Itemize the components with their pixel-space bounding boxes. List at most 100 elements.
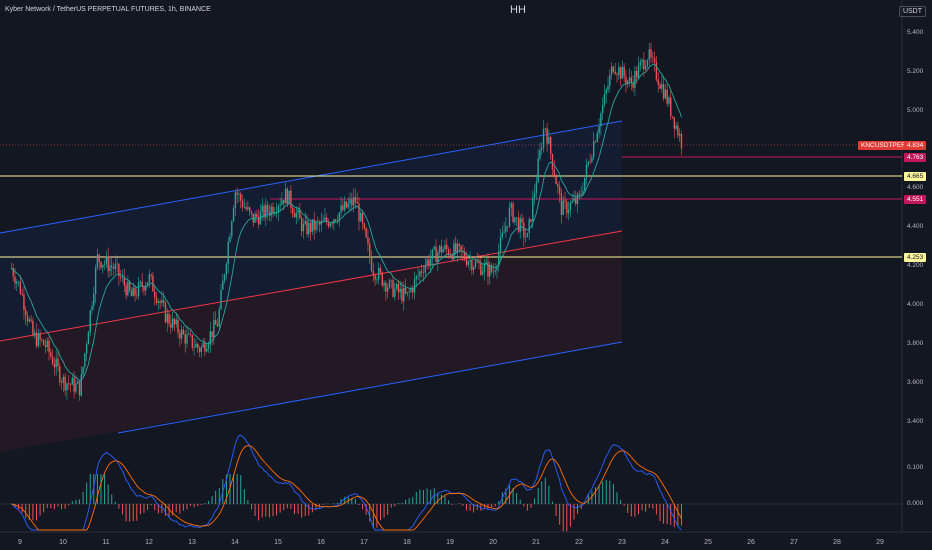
candle-body: [211, 331, 213, 338]
macd-histogram-bar: [14, 504, 16, 509]
candle-body: [145, 285, 147, 291]
candle-body: [501, 232, 504, 238]
macd-histogram-bar: [68, 504, 70, 506]
candle-body: [503, 231, 505, 233]
candle-body: [189, 333, 192, 335]
candle-body: [295, 212, 297, 218]
macd-histogram-bar: [612, 483, 614, 504]
candle-body: [324, 217, 326, 221]
macd-histogram-bar: [308, 504, 310, 516]
candle-body: [250, 211, 253, 214]
candle-body: [256, 213, 258, 217]
candle-body: [662, 84, 665, 99]
candle-body: [455, 243, 457, 253]
price-tick: 5.000: [907, 107, 924, 114]
macd-histogram-bar: [670, 504, 672, 526]
candle-body: [216, 324, 219, 327]
candle-body: [66, 383, 68, 391]
candle-body: [136, 295, 138, 297]
macd-histogram-bar: [315, 504, 317, 510]
candle-body: [485, 262, 487, 264]
candle-body: [179, 332, 181, 339]
candle-body: [575, 198, 577, 204]
candle-body: [644, 66, 647, 70]
candle-body: [532, 197, 534, 222]
candle-body: [96, 254, 99, 268]
candle-body: [381, 272, 383, 286]
candle-body: [499, 237, 502, 252]
candle-body: [107, 256, 109, 272]
candle-body: [152, 275, 154, 292]
macd-histogram-bar: [272, 504, 274, 517]
candle-body: [521, 218, 523, 223]
currency-button[interactable]: USDT: [898, 6, 926, 17]
macd-histogram-bar: [354, 498, 356, 504]
macd-histogram-bar: [440, 494, 442, 504]
candle-body: [446, 244, 448, 250]
time-tick: 26: [747, 539, 755, 546]
candle-body: [134, 287, 136, 296]
price-tick: 3.600: [907, 379, 924, 386]
macd-histogram-bar: [362, 504, 364, 510]
macd-signal-line: [11, 445, 682, 531]
macd-histogram-bar: [121, 504, 123, 515]
candle-body: [607, 85, 609, 90]
candle-body: [678, 133, 681, 136]
candle-body: [571, 201, 573, 203]
candle-body: [514, 217, 516, 223]
candle-body: [639, 61, 641, 66]
candle-body: [652, 57, 654, 59]
candle-body: [594, 141, 597, 143]
channel-mid-line[interactable]: [0, 230, 623, 342]
macd-histogram-bar: [405, 499, 407, 504]
macd-histogram-bar: [207, 500, 209, 504]
candle-body: [64, 376, 66, 391]
candle-body: [438, 245, 441, 253]
macd-histogram-bar: [473, 504, 475, 513]
candle-body: [412, 288, 414, 293]
candle-body: [372, 270, 375, 276]
macd-histogram-bar: [630, 504, 632, 517]
symbol-title[interactable]: Kyber Network / TetherUS PERPETUAL FUTUR…: [5, 6, 211, 13]
candle-body: [646, 59, 649, 67]
candlestick-series: [10, 42, 683, 401]
candle-body: [76, 381, 79, 384]
candle-body: [471, 260, 473, 271]
candle-body: [14, 276, 16, 284]
macd-histogram-bar: [397, 502, 399, 504]
macd-histogram-bar: [663, 504, 665, 524]
candle-body: [288, 190, 290, 205]
candle-body: [347, 203, 349, 208]
candle-body: [78, 381, 81, 396]
macd-histogram-bar: [35, 504, 37, 521]
candle-body: [243, 206, 246, 208]
candle-body: [123, 277, 125, 286]
candle-body: [284, 188, 287, 204]
macd-histogram-bar: [655, 504, 657, 515]
channel-lower-line[interactable]: [117, 341, 623, 434]
macd-histogram-bar: [498, 501, 500, 504]
macd-histogram-bar: [465, 504, 467, 511]
candle-body: [37, 333, 39, 347]
macd-histogram-bar: [89, 474, 91, 504]
macd-histogram-bar: [297, 504, 299, 514]
price-tick: 3.400: [907, 418, 924, 425]
macd-histogram-bar: [93, 474, 95, 504]
candle-body: [417, 275, 419, 277]
macd-tick: 0.000: [907, 500, 924, 507]
candle-body: [41, 339, 43, 341]
macd-histogram-bar: [541, 481, 543, 504]
channel-upper-line[interactable]: [0, 120, 623, 234]
macd-histogram-bar: [351, 498, 353, 504]
time-tick: 27: [790, 539, 798, 546]
candle-body: [177, 319, 179, 333]
macd-histogram-bar: [283, 504, 285, 511]
candle-body: [21, 293, 23, 295]
candle-body: [118, 263, 120, 277]
candle-body: [487, 262, 489, 277]
candle-body: [394, 288, 396, 297]
candle-body: [386, 287, 389, 292]
candle-body: [220, 289, 222, 310]
macd-histogram-bar: [430, 489, 432, 504]
